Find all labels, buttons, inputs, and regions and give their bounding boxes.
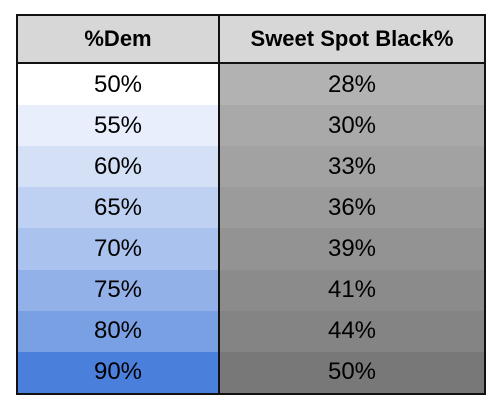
black-cell: 50% (218, 351, 486, 396)
dem-cell: 90% (16, 351, 220, 396)
dem-cell: 70% (16, 228, 220, 270)
dem-cell: 55% (16, 105, 220, 147)
black-cell: 41% (218, 269, 486, 311)
dem-cell: 75% (16, 269, 220, 311)
table-row: 65% 36% (16, 187, 486, 229)
black-cell: 36% (218, 187, 486, 229)
black-cell: 28% (218, 63, 486, 106)
table-row: 70% 39% (16, 228, 486, 270)
header-sweet-spot-black: Sweet Spot Black% (218, 14, 486, 64)
black-cell: 30% (218, 105, 486, 147)
table-row: 50% 28% (16, 63, 486, 106)
table-row: 90% 50% (16, 351, 486, 396)
dem-cell: 60% (16, 146, 220, 188)
black-cell: 33% (218, 146, 486, 188)
header-row: %Dem Sweet Spot Black% (16, 14, 486, 64)
table-row: 75% 41% (16, 269, 486, 311)
table-body: 50% 28% 55% 30% 60% 33% 65% 36% 70% 39% … (16, 63, 486, 396)
table-row: 60% 33% (16, 146, 486, 188)
black-cell: 44% (218, 310, 486, 352)
black-cell: 39% (218, 228, 486, 270)
dem-cell: 50% (16, 63, 220, 106)
table-row: 80% 44% (16, 310, 486, 352)
dem-vs-black-table: %Dem Sweet Spot Black% 50% 28% 55% 30% 6… (16, 14, 486, 396)
table-row: 55% 30% (16, 105, 486, 147)
dem-cell: 80% (16, 310, 220, 352)
dem-cell: 65% (16, 187, 220, 229)
data-table-container: %Dem Sweet Spot Black% 50% 28% 55% 30% 6… (16, 14, 486, 396)
header-dem: %Dem (16, 14, 220, 64)
